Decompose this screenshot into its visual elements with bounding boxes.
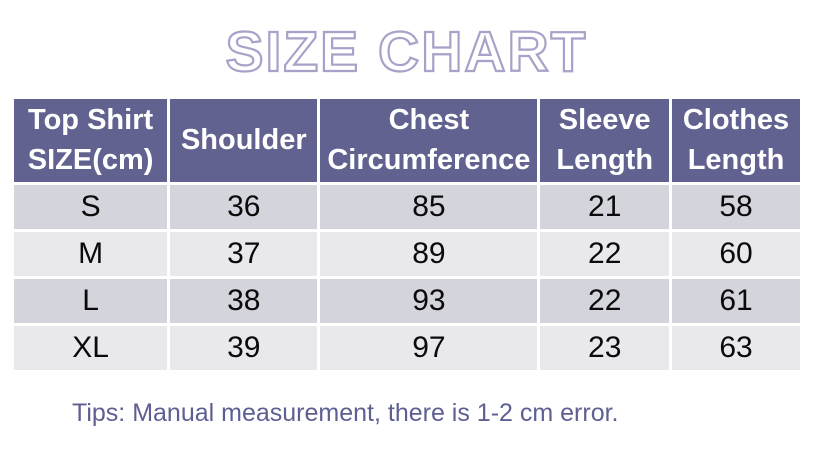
cell-chest: 89 bbox=[320, 232, 538, 276]
cell-size-label: M bbox=[14, 232, 168, 276]
cell-clothes: 63 bbox=[672, 326, 800, 370]
cell-sleeve: 23 bbox=[540, 326, 670, 370]
table-row-l: L 38 93 22 61 bbox=[14, 279, 800, 323]
tips-text: Tips: Manual measurement, there is 1-2 c… bbox=[72, 399, 619, 427]
table-row-xl: XL 39 97 23 63 bbox=[14, 326, 800, 370]
header-top-shirt-size: Top Shirt SIZE(cm) bbox=[14, 99, 168, 182]
cell-shoulder: 37 bbox=[170, 232, 318, 276]
cell-chest: 97 bbox=[320, 326, 538, 370]
table-row-m: M 37 89 22 60 bbox=[14, 232, 800, 276]
table-body: S 36 85 21 58 M 37 89 22 60 L 38 93 22 6… bbox=[14, 185, 800, 370]
table-row-s: S 36 85 21 58 bbox=[14, 185, 800, 229]
cell-clothes: 58 bbox=[672, 185, 800, 229]
size-chart-table: Top Shirt SIZE(cm) Shoulder Chest Circum… bbox=[11, 96, 803, 373]
page-title: SIZE CHART bbox=[224, 20, 588, 84]
cell-sleeve: 22 bbox=[540, 232, 670, 276]
cell-size-label: S bbox=[14, 185, 168, 229]
cell-size-label: XL bbox=[14, 326, 168, 370]
cell-shoulder: 39 bbox=[170, 326, 318, 370]
cell-sleeve: 21 bbox=[540, 185, 670, 229]
cell-chest: 85 bbox=[320, 185, 538, 229]
header-clothes-length: Clothes Length bbox=[672, 99, 800, 182]
cell-clothes: 60 bbox=[672, 232, 800, 276]
table-header: Top Shirt SIZE(cm) Shoulder Chest Circum… bbox=[14, 99, 800, 182]
header-shoulder: Shoulder bbox=[170, 99, 318, 182]
header-chest-circumference: Chest Circumference bbox=[320, 99, 538, 182]
cell-clothes: 61 bbox=[672, 279, 800, 323]
cell-shoulder: 36 bbox=[170, 185, 318, 229]
cell-shoulder: 38 bbox=[170, 279, 318, 323]
cell-sleeve: 22 bbox=[540, 279, 670, 323]
cell-size-label: L bbox=[14, 279, 168, 323]
header-sleeve-length: Sleeve Length bbox=[540, 99, 670, 182]
table-header-row: Top Shirt SIZE(cm) Shoulder Chest Circum… bbox=[14, 99, 800, 182]
cell-chest: 93 bbox=[320, 279, 538, 323]
